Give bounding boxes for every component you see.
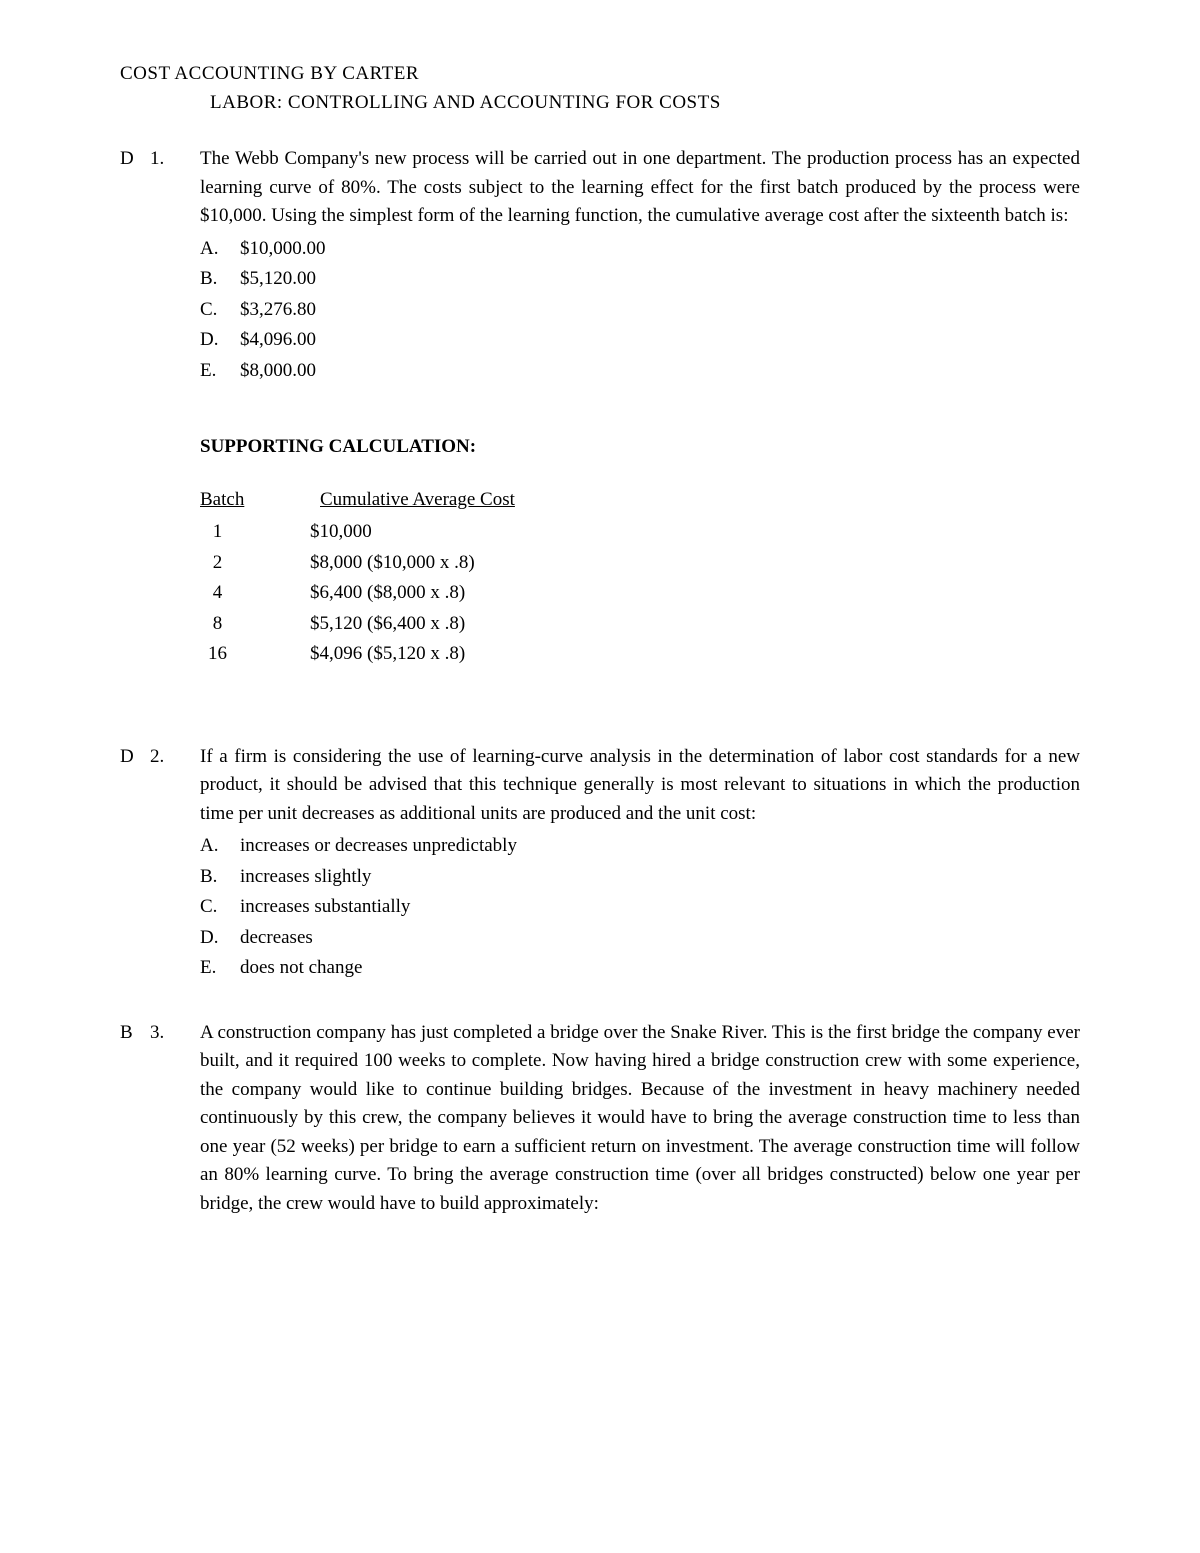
option-row: E. $8,000.00 xyxy=(200,357,1080,386)
option-text: $4,096.00 xyxy=(240,326,1080,355)
option-letter: E. xyxy=(200,954,240,983)
calc-cost: $6,400 ($8,000 x .8) xyxy=(255,579,1080,608)
question-number-2: 2. xyxy=(150,743,200,985)
calc-data-row: 8 $5,120 ($6,400 x .8) xyxy=(200,610,1080,639)
calc-data-row: 16 $4,096 ($5,120 x .8) xyxy=(200,640,1080,669)
option-letter: C. xyxy=(200,893,240,922)
calc-batch: 8 xyxy=(200,610,255,639)
calc-table: Batch Cumulative Average Cost 1 $10,000 … xyxy=(200,486,1080,669)
option-letter: D. xyxy=(200,924,240,953)
question-text-2: If a firm is considering the use of lear… xyxy=(200,743,1080,829)
answer-key-3: B xyxy=(120,1019,150,1223)
question-content-1: The Webb Company's new process will be c… xyxy=(200,145,1080,709)
question-content-3: A construction company has just complete… xyxy=(200,1019,1080,1223)
calc-cost: $8,000 ($10,000 x .8) xyxy=(255,549,1080,578)
option-row: B. increases slightly xyxy=(200,863,1080,892)
option-text: $8,000.00 xyxy=(240,357,1080,386)
option-row: D. decreases xyxy=(200,924,1080,953)
option-letter: B. xyxy=(200,265,240,294)
answer-key-1: D xyxy=(120,145,150,709)
answer-key-2: D xyxy=(120,743,150,985)
calc-data-row: 2 $8,000 ($10,000 x .8) xyxy=(200,549,1080,578)
option-text: does not change xyxy=(240,954,1080,983)
calc-header-row: Batch Cumulative Average Cost xyxy=(200,486,1080,515)
option-letter: B. xyxy=(200,863,240,892)
option-row: E. does not change xyxy=(200,954,1080,983)
calc-batch: 16 xyxy=(200,640,255,669)
option-text: decreases xyxy=(240,924,1080,953)
option-letter: C. xyxy=(200,296,240,325)
calc-batch: 4 xyxy=(200,579,255,608)
document-header: COST ACCOUNTING BY CARTER LABOR: CONTROL… xyxy=(120,60,1080,117)
calc-header-cost: Cumulative Average Cost xyxy=(320,486,515,515)
calc-batch: 1 xyxy=(200,518,255,547)
question-number-1: 1. xyxy=(150,145,200,709)
calc-cost: $4,096 ($5,120 x .8) xyxy=(255,640,1080,669)
option-row: C. increases substantially xyxy=(200,893,1080,922)
calc-cost: $5,120 ($6,400 x .8) xyxy=(255,610,1080,639)
question-number-3: 3. xyxy=(150,1019,200,1223)
option-text: $5,120.00 xyxy=(240,265,1080,294)
option-row: D. $4,096.00 xyxy=(200,326,1080,355)
calc-cost: $10,000 xyxy=(255,518,1080,547)
option-letter: E. xyxy=(200,357,240,386)
question-block-1: D 1. The Webb Company's new process will… xyxy=(120,145,1080,709)
option-text: $10,000.00 xyxy=(240,235,1080,264)
calc-data-row: 1 $10,000 xyxy=(200,518,1080,547)
options-list-2: A. increases or decreases unpredictably … xyxy=(200,832,1080,983)
question-block-2: D 2. If a firm is considering the use of… xyxy=(120,743,1080,985)
option-letter: A. xyxy=(200,235,240,264)
option-text: $3,276.80 xyxy=(240,296,1080,325)
option-row: A. increases or decreases unpredictably xyxy=(200,832,1080,861)
supporting-calc-title: SUPPORTING CALCULATION: xyxy=(200,433,1080,462)
option-text: increases slightly xyxy=(240,863,1080,892)
calc-batch: 2 xyxy=(200,549,255,578)
option-letter: A. xyxy=(200,832,240,861)
supporting-calculation: SUPPORTING CALCULATION: Batch Cumulative… xyxy=(200,433,1080,669)
option-row: B. $5,120.00 xyxy=(200,265,1080,294)
option-text: increases substantially xyxy=(240,893,1080,922)
title-line-1: COST ACCOUNTING BY CARTER xyxy=(120,60,1080,89)
calc-header-batch: Batch xyxy=(200,486,320,515)
option-row: A. $10,000.00 xyxy=(200,235,1080,264)
question-text-3: A construction company has just complete… xyxy=(200,1019,1080,1219)
calc-data-row: 4 $6,400 ($8,000 x .8) xyxy=(200,579,1080,608)
options-list-1: A. $10,000.00 B. $5,120.00 C. $3,276.80 … xyxy=(200,235,1080,386)
option-row: C. $3,276.80 xyxy=(200,296,1080,325)
option-letter: D. xyxy=(200,326,240,355)
question-block-3: B 3. A construction company has just com… xyxy=(120,1019,1080,1223)
question-text-1: The Webb Company's new process will be c… xyxy=(200,145,1080,231)
title-line-2: LABOR: CONTROLLING AND ACCOUNTING FOR CO… xyxy=(210,89,1080,118)
question-content-2: If a firm is considering the use of lear… xyxy=(200,743,1080,985)
option-text: increases or decreases unpredictably xyxy=(240,832,1080,861)
